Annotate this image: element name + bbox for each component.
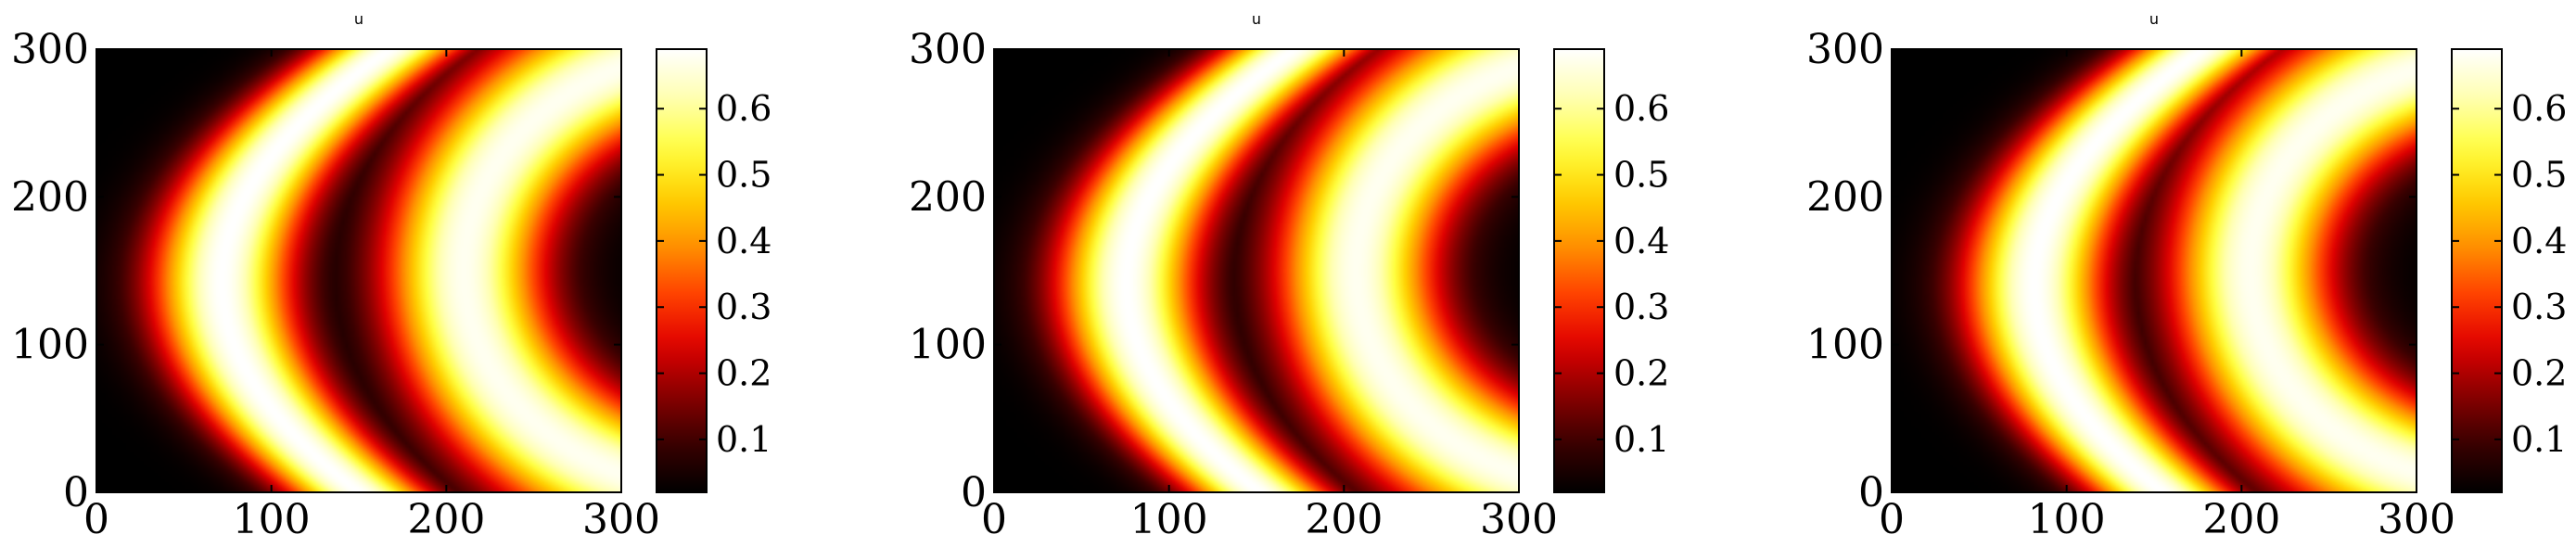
colorbar-tick-label: 0.1 — [1613, 419, 1669, 460]
plot-frame — [96, 48, 622, 493]
x-tick-label: 300 — [2378, 496, 2455, 543]
x-tick-label: 200 — [1305, 496, 1383, 543]
colorbar — [1554, 49, 1604, 492]
plot-frame — [1891, 48, 2417, 493]
colorbar-tick-label: 0.2 — [1613, 353, 1669, 394]
colorbar-tick-label: 0.6 — [2511, 88, 2567, 129]
colorbar-tick-label: 0.1 — [2511, 419, 2567, 460]
colorbar-tick-label: 0.4 — [1613, 221, 1669, 261]
y-tick-label: 300 — [909, 26, 987, 73]
x-tick-label: 0 — [83, 496, 109, 543]
colorbar-tick-label: 0.3 — [716, 286, 772, 327]
colorbar-tick-label: 0.6 — [1613, 88, 1669, 129]
chart-title: u — [2149, 10, 2159, 28]
heatmap-panel-1: u 0 100 200 300 0 100 200 300 0.1 0.2 0.3 0.4 0.5 0.6 — [11, 10, 772, 543]
colorbar-tick-label: 0.2 — [2511, 353, 2567, 394]
colorbar — [657, 49, 707, 492]
x-tick-label: 100 — [2028, 496, 2106, 543]
x-tick-label: 0 — [981, 496, 1007, 543]
chart-title: u — [354, 10, 363, 28]
y-tick-label: 300 — [11, 26, 89, 73]
x-tick-label: 300 — [1480, 496, 1558, 543]
x-tick-label: 0 — [1879, 496, 1905, 543]
y-tick-label: 0 — [63, 469, 89, 516]
y-tick-label: 100 — [11, 322, 89, 369]
colorbar-frame — [1553, 48, 1605, 493]
x-tick-label: 100 — [233, 496, 311, 543]
colorbar-tick-label: 0.4 — [2511, 221, 2567, 261]
heatmap-panel-2: u 0 100 200 300 0 100 200 300 0.1 0.2 0.3 0.4 0.5 0.6 — [909, 10, 1669, 543]
colorbar-tick-label: 0.5 — [2511, 155, 2567, 196]
y-tick-label: 0 — [1858, 469, 1884, 516]
y-tick-label: 0 — [961, 469, 987, 516]
colorbar-tick-label: 0.1 — [716, 419, 772, 460]
y-tick-label: 200 — [909, 173, 987, 221]
y-tick-label: 200 — [11, 173, 89, 221]
colorbar — [2452, 49, 2502, 492]
y-tick-label: 100 — [1806, 322, 1884, 369]
heatmap-panel-3: u 0 100 200 300 0 100 200 300 0.1 0.2 0.3 0.4 0.5 0.6 — [1806, 10, 2567, 543]
colorbar-frame — [2451, 48, 2503, 493]
x-tick-label: 100 — [1130, 496, 1208, 543]
y-tick-label: 200 — [1806, 173, 1884, 221]
heatmap-image-3 — [1892, 49, 2417, 492]
colorbar-tick-label: 0.2 — [716, 353, 772, 394]
chart-title: u — [1252, 10, 1261, 28]
colorbar-tick-label: 0.6 — [716, 88, 772, 129]
colorbar-tick-label: 0.4 — [716, 221, 772, 261]
plot-frame — [993, 48, 1520, 493]
x-tick-label: 200 — [2202, 496, 2280, 543]
colorbar-tick-label: 0.5 — [716, 155, 772, 196]
y-tick-label: 300 — [1806, 26, 1884, 73]
y-tick-label: 100 — [909, 322, 987, 369]
colorbar-frame — [656, 48, 708, 493]
colorbar-tick-label: 0.3 — [2511, 286, 2567, 327]
x-tick-label: 300 — [582, 496, 660, 543]
heatmap-image-1 — [96, 49, 621, 492]
x-tick-label: 200 — [407, 496, 485, 543]
heatmap-image-2 — [994, 49, 1519, 492]
colorbar-tick-label: 0.3 — [1613, 286, 1669, 327]
colorbar-tick-label: 0.5 — [1613, 155, 1669, 196]
